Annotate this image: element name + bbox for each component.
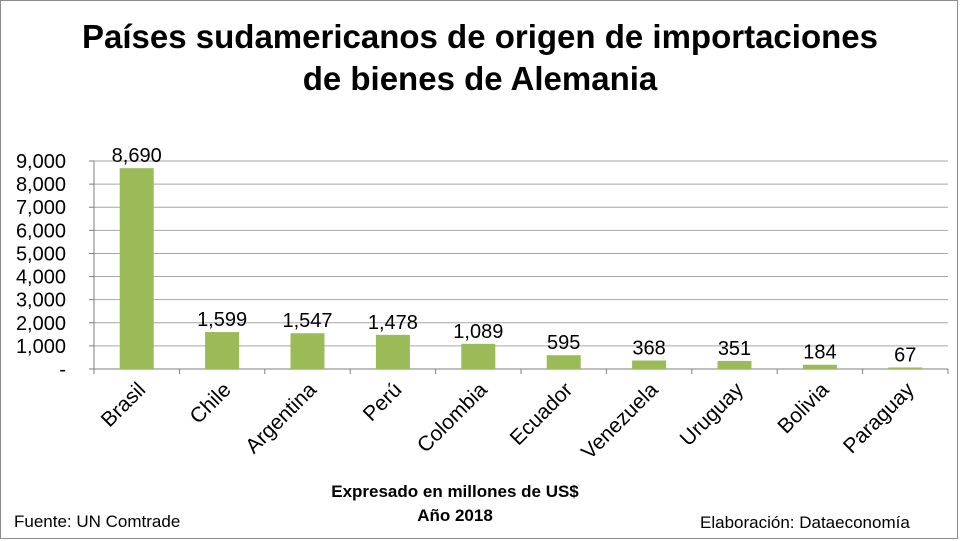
x-tick-label: Brasil [97, 378, 150, 431]
bar [119, 168, 154, 369]
data-label: 1,599 [197, 309, 247, 331]
chart-title-line1: Países sudamericanos de origen de import… [82, 18, 878, 55]
y-tick-label: 5,000 [16, 243, 66, 265]
bar [375, 334, 410, 369]
bar [717, 360, 752, 369]
x-tick-label: Chile [186, 378, 236, 428]
x-tick-label: Perú [359, 378, 407, 426]
data-label: 1,478 [368, 312, 418, 334]
data-label: 351 [718, 338, 751, 360]
data-label: 1,089 [453, 321, 503, 343]
bar [461, 343, 496, 369]
x-tick-label: Uruguay [676, 378, 749, 451]
data-label: 595 [547, 332, 580, 354]
bar [205, 332, 240, 369]
y-tick-label: 6,000 [16, 220, 66, 242]
x-tick-label: Colombia [413, 378, 492, 457]
chart-title-line2: de bienes de Alemania [302, 60, 658, 97]
year-note: Año 2018 [417, 506, 493, 525]
y-tick-label: 2,000 [16, 313, 66, 335]
x-tick-label: Bolivia [773, 378, 833, 438]
bar [546, 355, 581, 369]
unit-note: Expresado en millones de US$ [331, 482, 579, 501]
credit-note: Elaboración: Dataeconomía [700, 513, 910, 532]
y-tick-label: 7,000 [16, 197, 66, 219]
y-tick-label: 4,000 [16, 267, 66, 289]
data-label: 1,547 [282, 310, 332, 332]
y-tick-label: 1,000 [16, 336, 66, 358]
y-tick-label: 8,000 [16, 174, 66, 196]
y-tick-label: 9,000 [16, 151, 66, 173]
x-tick-label: Venezuela [577, 378, 663, 464]
bar [290, 333, 325, 369]
x-tick-label: Paraguay [839, 378, 919, 458]
y-tick-label: 3,000 [16, 290, 66, 312]
x-tick-label: Ecuador [506, 378, 578, 450]
bar [632, 360, 667, 369]
y-tick-label: - [59, 359, 66, 381]
data-label: 67 [894, 344, 916, 366]
bar [888, 367, 923, 369]
data-label: 368 [632, 337, 665, 359]
bar [802, 364, 837, 369]
chart-title: Países sudamericanos de origen de import… [0, 16, 960, 100]
data-label: 8,690 [112, 145, 162, 167]
data-label: 184 [803, 342, 836, 364]
x-tick-label: Argentina [241, 378, 321, 458]
source-note: Fuente: UN Comtrade [14, 512, 181, 531]
